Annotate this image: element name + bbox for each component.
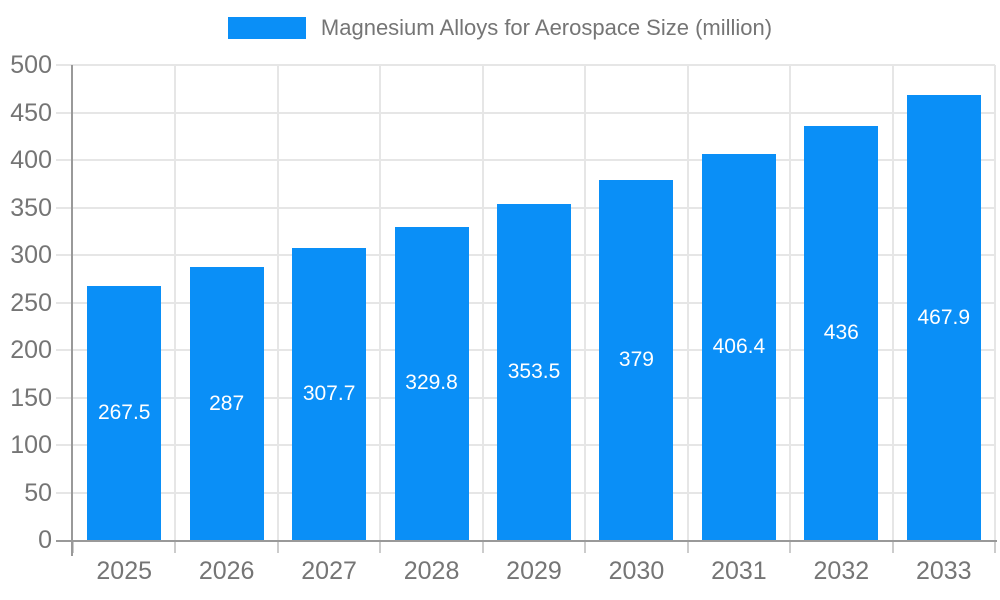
bar-value-label: 436 — [823, 320, 859, 344]
x-axis-tick-label: 2033 — [915, 557, 972, 585]
x-axis-tick — [584, 542, 587, 553]
bar-2025[interactable]: 267.5 — [87, 285, 162, 540]
x-axis-tick-label: 2027 — [301, 557, 357, 585]
gridline-horizontal — [56, 64, 995, 66]
x-axis-tick — [686, 542, 689, 553]
gridline-vertical — [891, 65, 894, 540]
x-axis-tick-label: 2026 — [198, 557, 255, 585]
gridline-vertical — [379, 65, 382, 540]
y-axis-tick-label: 300 — [10, 241, 52, 269]
gridline-vertical — [481, 65, 484, 540]
x-axis-tick-label: 2025 — [96, 557, 153, 585]
bar-value-label: 307.7 — [302, 381, 356, 405]
y-axis-tick-label: 100 — [10, 431, 52, 459]
y-axis-tick-label: 350 — [10, 193, 52, 222]
bar-2027[interactable]: 307.7 — [292, 247, 367, 540]
gridline-vertical — [686, 65, 689, 540]
bar-2032[interactable]: 436 — [804, 125, 879, 540]
bar-2030[interactable]: 379 — [599, 179, 674, 540]
x-axis-tick — [72, 542, 74, 553]
bar-value-label: 467.9 — [917, 305, 971, 329]
y-axis-line — [71, 65, 73, 556]
gridline-vertical — [789, 65, 792, 540]
bar-2026[interactable]: 287 — [189, 267, 264, 540]
x-axis-tick — [994, 542, 996, 553]
gridline-horizontal — [56, 111, 995, 114]
gridline-vertical — [584, 65, 587, 540]
x-axis-tick-label: 2032 — [813, 557, 870, 585]
x-axis-tick-label: 2028 — [403, 557, 460, 585]
x-axis-tick-label: 2029 — [506, 557, 562, 585]
gridline-horizontal — [56, 159, 995, 161]
y-axis-tick-label: 400 — [10, 146, 52, 174]
gridline-vertical — [994, 65, 996, 540]
y-axis-tick-label: 50 — [24, 478, 52, 507]
bar-2028[interactable]: 329.8 — [394, 226, 469, 540]
gridline-vertical — [174, 65, 177, 540]
x-axis-tick — [891, 542, 894, 553]
y-axis-tick-label: 200 — [10, 336, 52, 364]
bar-2031[interactable]: 406.4 — [701, 153, 776, 540]
bar-value-label: 287 — [209, 391, 245, 415]
y-axis-tick-label: 150 — [10, 383, 52, 412]
x-axis-tick — [379, 542, 382, 553]
y-axis-tick-label: 500 — [10, 51, 52, 79]
x-axis-tick — [174, 542, 177, 553]
y-axis-tick-label: 0 — [38, 526, 52, 554]
x-axis-tick — [276, 542, 279, 553]
y-axis-tick-label: 250 — [10, 288, 52, 317]
bar-value-label: 379 — [618, 347, 654, 371]
x-axis-tick-label: 2031 — [711, 557, 767, 585]
x-axis-tick — [789, 542, 792, 553]
x-axis-tick-label: 2030 — [608, 557, 665, 585]
gridline-vertical — [276, 65, 279, 540]
bar-value-label: 329.8 — [405, 371, 458, 395]
bar-2029[interactable]: 353.5 — [497, 204, 571, 540]
bar-value-label: 406.4 — [712, 334, 766, 358]
bar-value-label: 353.5 — [507, 360, 561, 384]
legend-label: Magnesium Alloys for Aerospace Size (mil… — [320, 15, 773, 40]
bar-value-label: 267.5 — [97, 400, 151, 424]
y-axis-tick-label: 450 — [10, 98, 52, 127]
x-axis-tick — [481, 542, 484, 553]
x-axis-line — [56, 540, 997, 542]
legend-swatch-icon — [227, 17, 306, 39]
chart-legend[interactable]: Magnesium Alloys for Aerospace Size (mil… — [0, 15, 1000, 41]
bar-2033[interactable]: 467.9 — [906, 95, 981, 540]
